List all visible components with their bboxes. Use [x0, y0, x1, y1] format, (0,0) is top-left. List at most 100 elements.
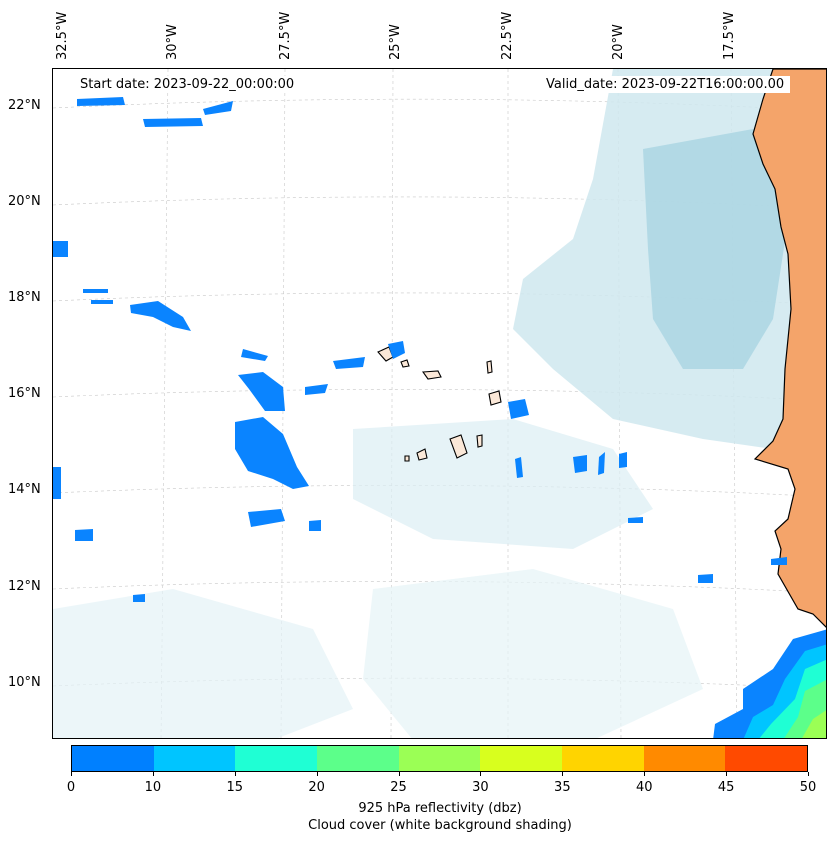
colorbar-tick-label: 25	[390, 780, 407, 795]
colorbar-tick-mark	[71, 772, 72, 776]
reflectivity-blob-16n-1	[238, 372, 285, 411]
lat-label-16n: 16°N	[8, 386, 41, 401]
reflectivity-blob-13n-2	[309, 520, 321, 531]
reflectivity-blob-14n-east-3	[619, 452, 627, 468]
reflectivity-blob-west-edge-2	[53, 467, 61, 499]
island-brava	[404, 455, 410, 462]
lat-label-18n: 18°N	[8, 290, 41, 305]
cloud-region-northeast-dense	[643, 129, 793, 369]
colorbar-label: 925 hPa reflectivity (dbz)	[358, 801, 522, 816]
island-sal	[486, 360, 493, 374]
reflectivity-blob-13n-1	[248, 509, 285, 527]
colorbar-sublabel: Cloud cover (white background shading)	[308, 818, 572, 833]
reflectivity-blob-12n-3	[771, 557, 787, 565]
cloud-region-mid	[353, 419, 653, 549]
colorbar-tick-mark	[152, 772, 154, 776]
reflectivity-high-region	[713, 629, 826, 738]
reflectivity-blob-north-3	[203, 101, 233, 115]
colorbar-tick-mark	[726, 772, 728, 776]
reflectivity-blob-18n-1	[130, 301, 191, 331]
reflectivity-blob-14n-mid	[515, 457, 523, 478]
reflectivity-blob-16n-3	[305, 384, 328, 395]
colorbar-segment-6	[562, 746, 644, 771]
valid-date-label: Valid_date: 2023-09-22T16:00:00.00	[540, 76, 791, 93]
cloud-region-southwest	[53, 589, 353, 738]
colorbar-tick-label: 15	[226, 780, 244, 795]
colorbar	[71, 745, 808, 772]
colorbar-segment-7	[643, 746, 726, 771]
island-boa-vista	[488, 390, 502, 406]
reflectivity-blob-14n-east-1	[573, 455, 587, 473]
colorbar-tick-label: 45	[717, 780, 735, 795]
lon-label-22-5w: 22.5°W	[500, 11, 515, 60]
start-date-label: Start date: 2023-09-22_00:00:00	[74, 76, 301, 93]
lat-label-14n: 14°N	[8, 482, 41, 497]
reflectivity-blob-18n-3	[91, 300, 113, 304]
reflectivity-blob-17n	[241, 349, 268, 361]
colorbar-tick-label: 20	[308, 780, 325, 795]
reflectivity-blob-16n-2	[333, 357, 365, 369]
island-fogo	[416, 448, 428, 461]
lon-label-20w: 20°W	[611, 24, 626, 60]
lon-label-30w: 30°W	[165, 24, 180, 60]
map-canvas	[53, 69, 826, 738]
lat-label-10n: 10°N	[8, 675, 41, 690]
reflectivity-region-se-30	[802, 710, 826, 738]
gridline-lat-12	[53, 581, 826, 594]
colorbar-tick-label: 35	[554, 780, 571, 795]
reflectivity-blob-west-edge	[53, 241, 68, 257]
reflectivity-blob-12n	[698, 574, 713, 583]
reflectivity-blob-north-1	[77, 97, 125, 106]
land-africa-west	[752, 69, 826, 628]
colorbar-tick-mark	[562, 772, 564, 776]
colorbar-tick-label: 50	[799, 780, 817, 795]
lon-label-17-5w: 17.5°W	[722, 11, 737, 60]
reflectivity-blob-13n-west	[75, 529, 93, 541]
island-santiago	[449, 434, 468, 459]
gridline-lat-14	[53, 485, 826, 498]
colorbar-segment-1	[153, 746, 236, 771]
island-sao-vicente	[400, 359, 410, 368]
colorbar-tick-mark	[808, 772, 809, 776]
reflectivity-blob-18n-2	[83, 289, 108, 293]
gridline-lon-17-5	[730, 69, 738, 738]
cloud-cover-shading	[53, 69, 826, 738]
island-sao-nicolau	[421, 370, 442, 380]
lon-label-27-5w: 27.5°W	[278, 11, 293, 60]
colorbar-segment-3	[317, 746, 399, 771]
map-panel	[52, 68, 827, 739]
lon-label-32-5w: 32.5°W	[55, 11, 70, 60]
gridline-lat-18	[53, 292, 826, 306]
reflectivity-blob-15n-1	[235, 417, 309, 489]
colorbar-tick-mark	[234, 772, 236, 776]
colorbar-tick-mark	[644, 772, 646, 776]
colorbar-tick-mark	[480, 772, 482, 776]
island-maio	[476, 434, 483, 448]
colorbar-tick-label: 40	[635, 780, 653, 795]
cloud-region-south	[363, 569, 703, 738]
colorbar-segment-8	[725, 746, 808, 771]
lat-label-12n: 12°N	[8, 579, 41, 594]
gridline-lat-20	[53, 196, 826, 210]
colorbar-tick-label: 30	[472, 780, 489, 795]
gridline-lat-16	[53, 389, 826, 402]
reflectivity-blob-island	[388, 341, 405, 359]
land-mass	[752, 69, 826, 628]
reflectivity-blob-north-2	[143, 118, 203, 127]
colorbar-segment-2	[235, 746, 318, 771]
colorbar-segment-5	[480, 746, 563, 771]
reflectivity-blob-14n-east-2	[598, 452, 605, 475]
colorbar-segment-4	[398, 746, 481, 771]
lat-label-20n: 20°N	[8, 194, 41, 209]
colorbar-tick-mark	[398, 772, 400, 776]
colorbar-tick-label: 0	[66, 780, 76, 795]
colorbar-tick-mark	[316, 772, 318, 776]
reflectivity-blob-12n-2	[628, 517, 643, 523]
gridline-lat-22	[53, 98, 826, 112]
colorbar-segment-0	[72, 746, 154, 771]
reflectivity-field	[53, 97, 787, 602]
lon-label-25w: 25°W	[388, 24, 403, 60]
reflectivity-blob-south-1	[133, 594, 145, 602]
reflectivity-blob-15n-2	[508, 399, 529, 419]
lat-label-22n: 22°N	[8, 98, 41, 113]
